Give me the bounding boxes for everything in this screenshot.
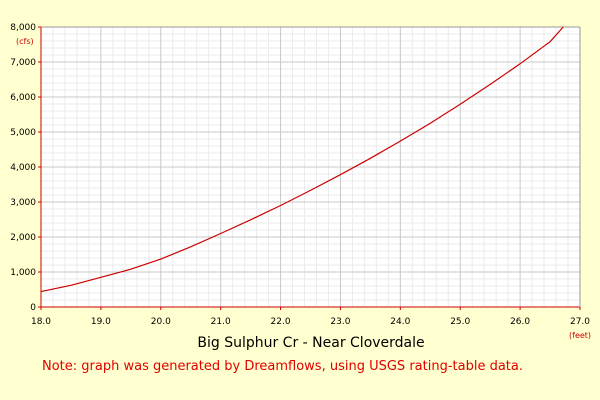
- x-unit-label: (feet): [569, 331, 591, 340]
- x-tick-label: 26.0: [510, 317, 530, 327]
- x-tick-label: 21.0: [211, 317, 231, 327]
- y-tick-label: 8,000: [10, 23, 36, 33]
- major-grid: [40, 26, 581, 308]
- source-note: Note: graph was generated by Dreamflows,…: [42, 359, 523, 374]
- x-tick-label: 19.0: [91, 317, 111, 327]
- y-tick-label: 1,000: [10, 268, 36, 278]
- x-tick-labels: 18.0 19.0 20.0 21.0 22.0 23.0 24.0 25.0 26.0 27.0: [31, 307, 590, 327]
- y-tick-label: 2,000: [10, 233, 36, 243]
- x-tick-label: 22.0: [271, 317, 291, 327]
- y-tick-label: 6,000: [10, 93, 36, 103]
- y-tick-label: 5,000: [10, 128, 36, 138]
- y-tick-label: 3,000: [10, 198, 36, 208]
- y-tick-label: 7,000: [10, 58, 36, 68]
- rating-curve-line: [40, 26, 564, 293]
- x-tick-label: 25.0: [450, 317, 470, 327]
- x-tick-label: 24.0: [390, 317, 410, 327]
- chart-title: Big Sulphur Cr - Near Cloverdale: [197, 335, 424, 351]
- y-tick-label: 0: [30, 303, 36, 313]
- x-tick-label: 27.0: [570, 317, 590, 327]
- series-layer: [40, 26, 564, 293]
- y-unit-label: (cfs): [16, 37, 34, 46]
- axes: [40, 26, 581, 308]
- x-tick-label: 20.0: [151, 317, 171, 327]
- y-tick-labels: 0 1,000 2,000 3,000 4,000 5,000 6,000 7,000 8,00…: [10, 23, 41, 313]
- x-tick-label: 23.0: [330, 317, 350, 327]
- x-tick-label: 18.0: [31, 317, 51, 327]
- y-tick-label: 4,000: [10, 163, 36, 173]
